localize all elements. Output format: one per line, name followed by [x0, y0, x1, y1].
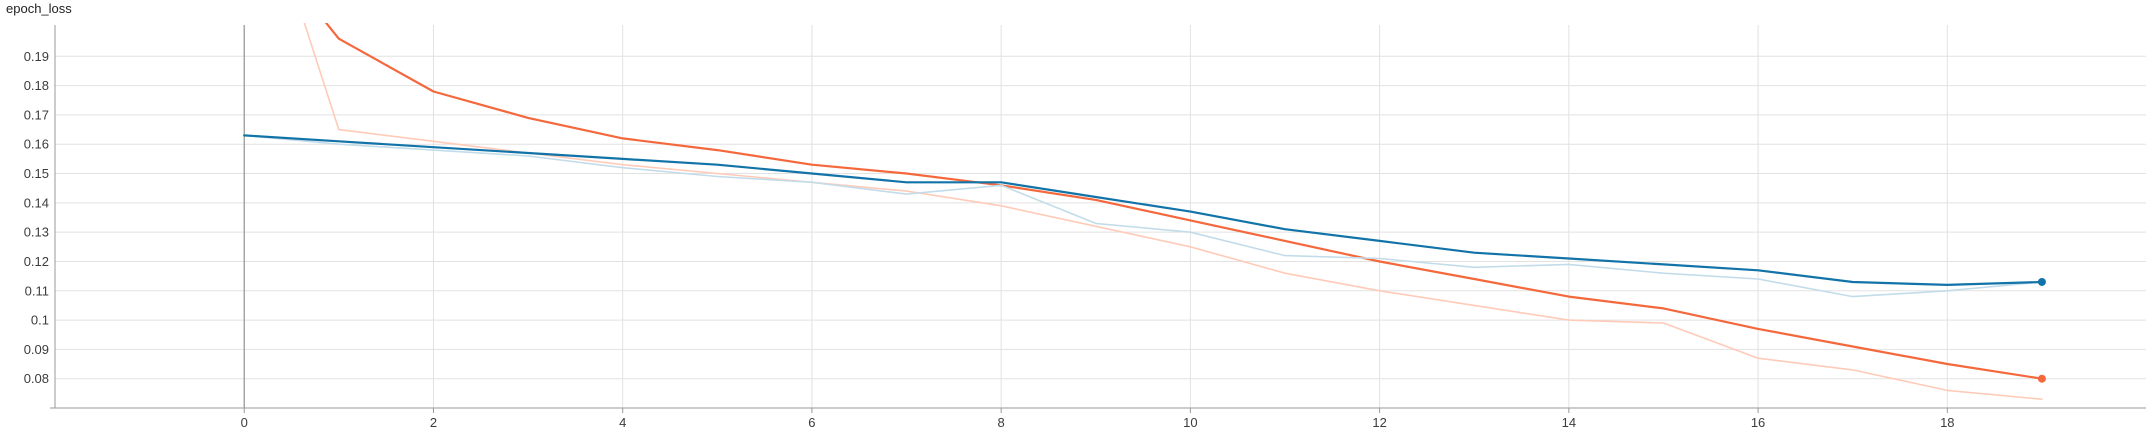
- y-tick-label: 0.18: [24, 78, 49, 93]
- x-tick-label: 8: [998, 415, 1005, 429]
- x-tick-label: 12: [1372, 415, 1386, 429]
- y-tick-label: 0.12: [24, 254, 49, 269]
- series-end-point-1: [2037, 374, 2046, 383]
- y-gridlines: [55, 55, 2146, 380]
- x-tick-label: 6: [808, 415, 815, 429]
- y-tick-label: 0.13: [24, 225, 49, 240]
- series-lines: [243, 23, 2044, 401]
- x-tick-label: 2: [430, 415, 437, 429]
- x-tick-labels: 0 2 4 6 8 10 12 14 16 18: [241, 415, 1955, 429]
- series-end-point-3: [2037, 277, 2046, 286]
- chart-title: epoch_loss: [6, 1, 72, 16]
- y-tick-label: 0.14: [24, 195, 49, 210]
- x-tick-label: 18: [1940, 415, 1954, 429]
- y-tick-labels: 0.08 0.09 0.1 0.11 0.12 0.13 0.14 0.15 0.16 0.17 0…: [24, 49, 49, 386]
- series-line-1: [324, 23, 2044, 380]
- x-tick-label: 0: [241, 415, 248, 429]
- y-tick-label: 0.16: [24, 137, 49, 152]
- x-tick-label: 10: [1183, 415, 1197, 429]
- series-line-0: [303, 23, 2043, 401]
- x-gridlines: [243, 25, 1948, 408]
- series-end-markers: [2037, 277, 2046, 383]
- x-tick-label: 4: [619, 415, 626, 429]
- y-tick-label: 0.1: [31, 313, 49, 328]
- series-line-3: [243, 134, 2044, 286]
- axes: [50, 25, 2146, 413]
- y-tick-label: 0.19: [24, 49, 49, 64]
- series-line-2: [243, 134, 2043, 298]
- y-tick-label: 0.11: [25, 283, 49, 298]
- y-tick-label: 0.17: [24, 107, 49, 122]
- x-tick-label: 14: [1562, 415, 1576, 429]
- x-tick-label: 16: [1751, 415, 1765, 429]
- y-tick-label: 0.09: [24, 342, 49, 357]
- y-tick-label: 0.08: [24, 371, 49, 386]
- y-tick-label: 0.15: [24, 166, 49, 181]
